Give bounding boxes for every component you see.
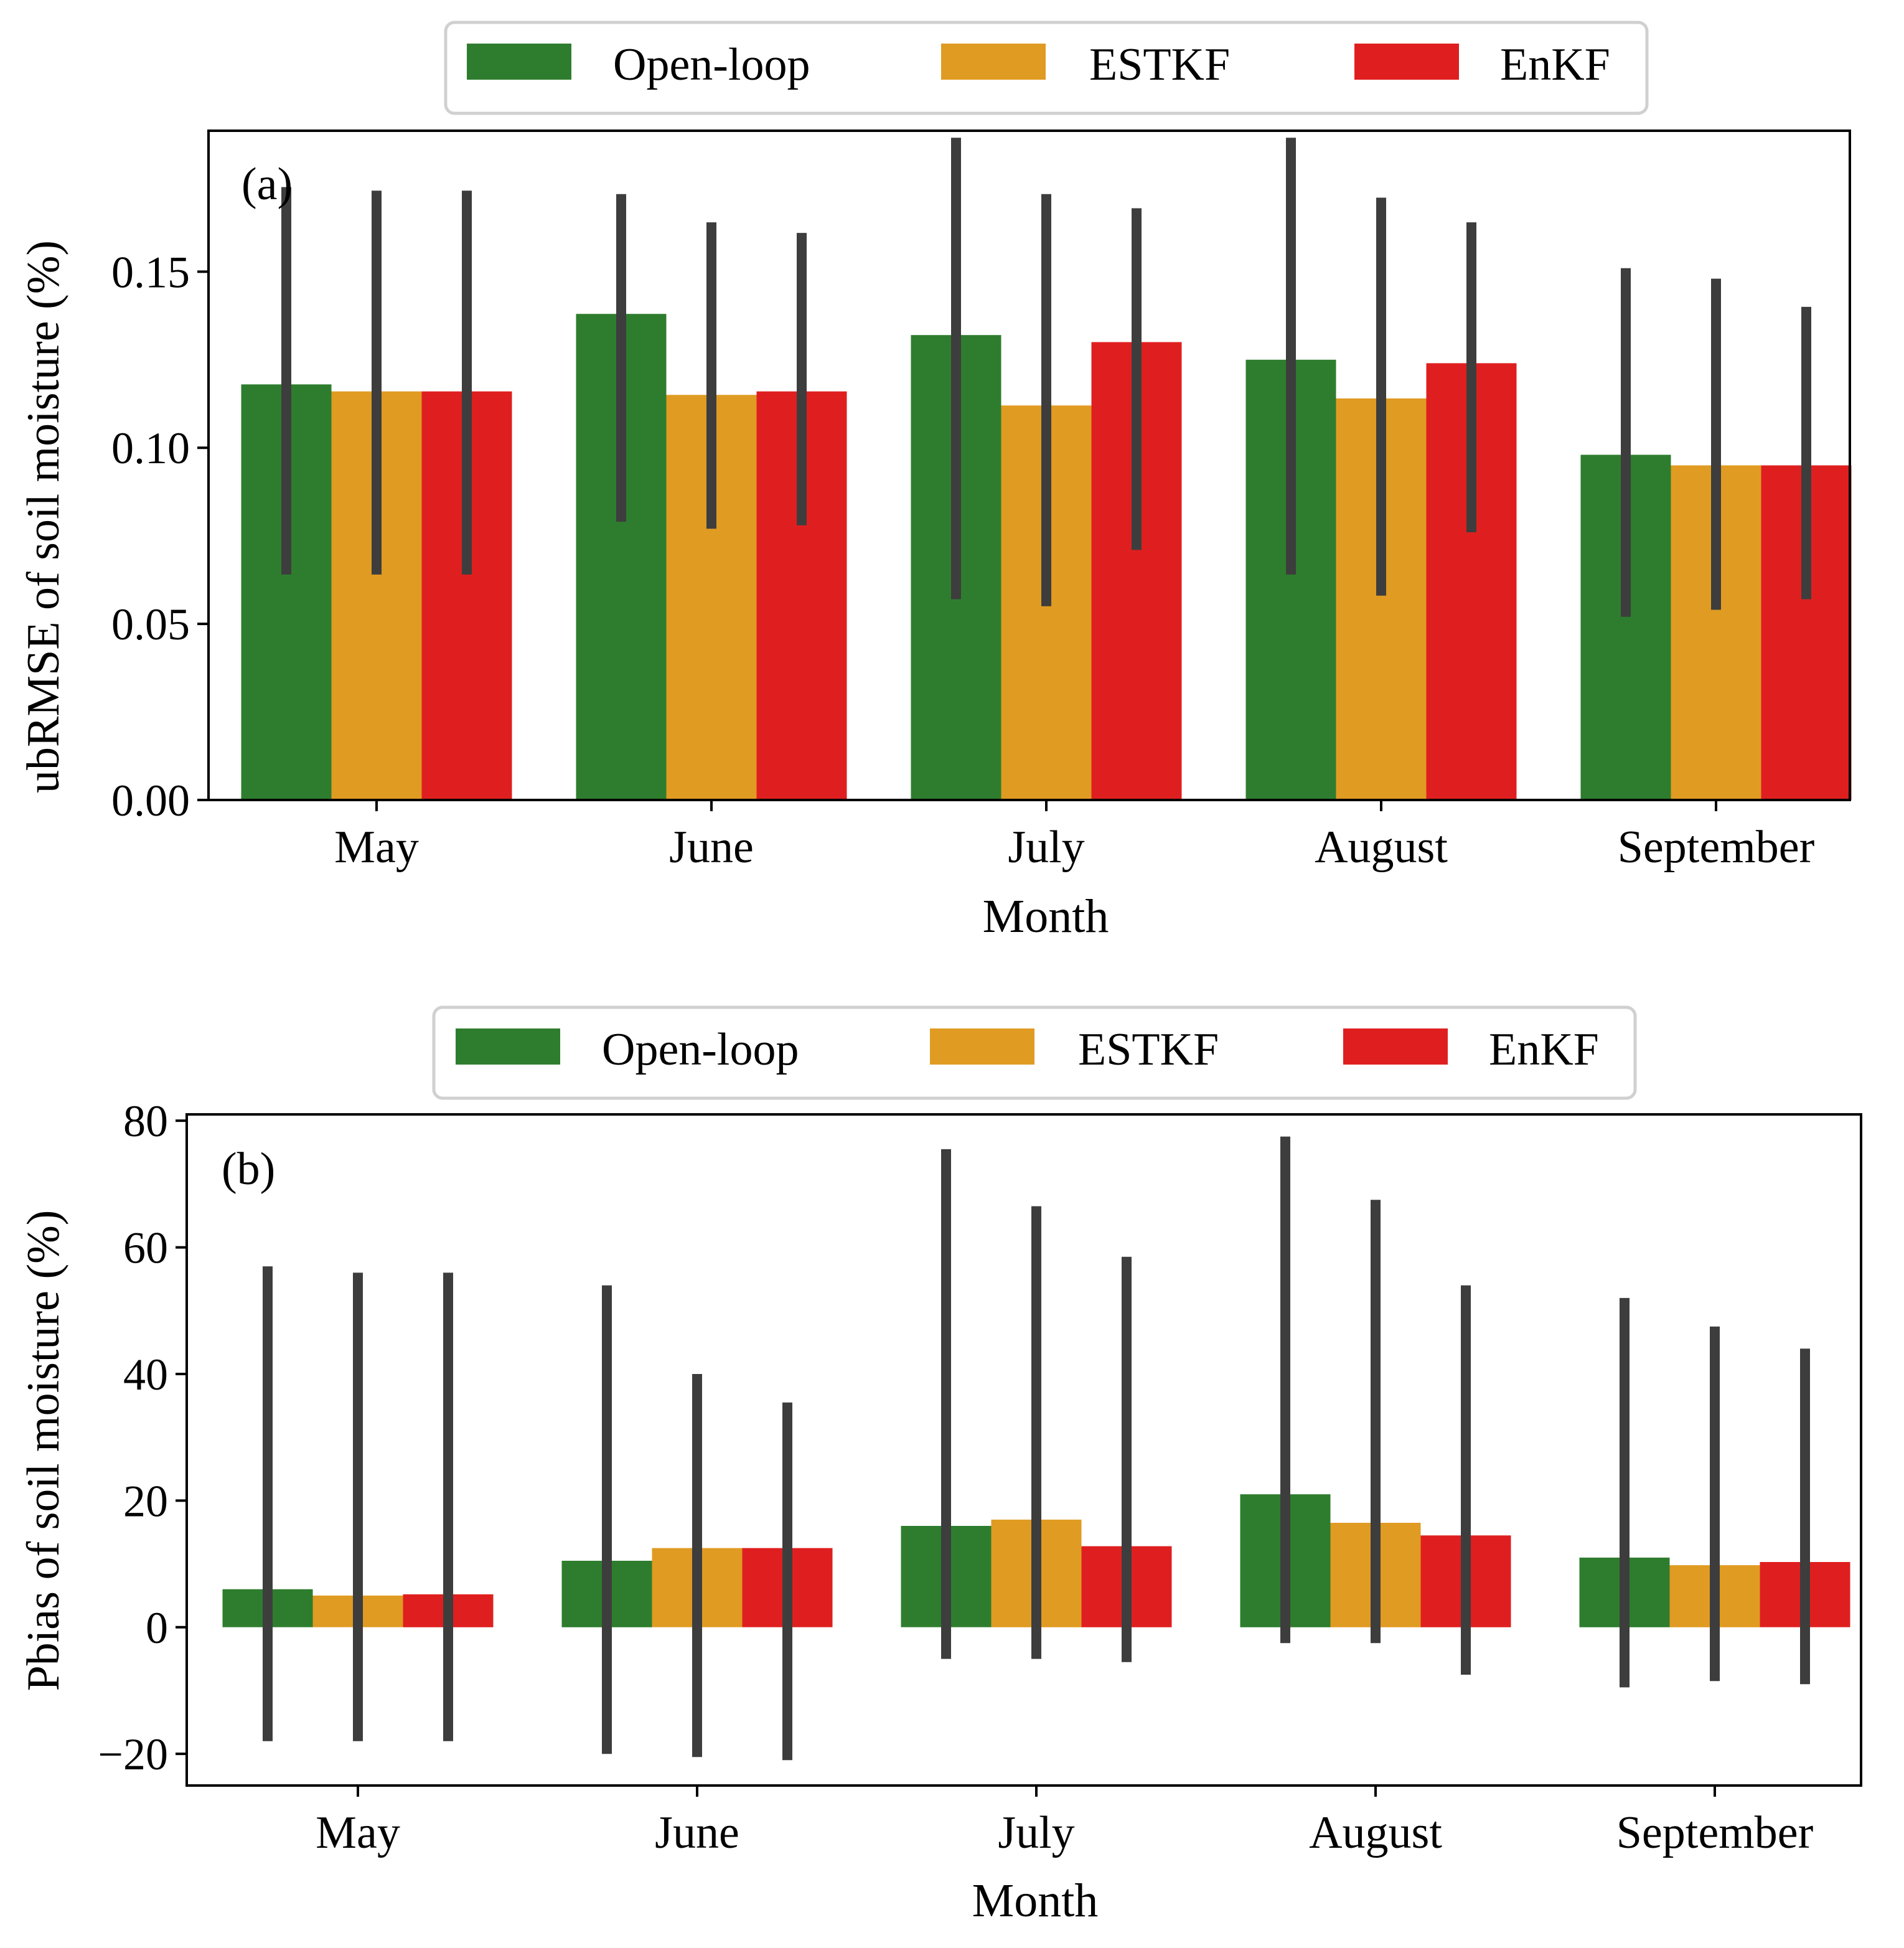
- axes-frame-a: [207, 129, 1851, 801]
- panel-label-a: (a): [242, 159, 293, 210]
- y-tick-label-3-a: 0.15: [111, 247, 190, 297]
- plot-area-b: −20 0 20 40 60 80 May June July August September: [98, 1096, 1862, 1858]
- x-tick-label-june-a: June: [669, 822, 754, 873]
- x-tick-label-july-a: July: [1008, 822, 1084, 873]
- y-tick-label-4-b: 60: [123, 1223, 168, 1273]
- x-tick-label-august-b: August: [1309, 1807, 1442, 1858]
- x-tick-label-june-b: June: [655, 1807, 739, 1858]
- legend-swatch-estkf-b: [930, 1028, 1034, 1065]
- y-tick-label-0-a: 0.00: [111, 776, 190, 826]
- x-tick-label-july-b: July: [998, 1807, 1074, 1858]
- x-tick-label-august-a: August: [1315, 822, 1448, 873]
- y-tick-label-5-b: 80: [123, 1096, 168, 1146]
- y-tick-label-3-b: 40: [123, 1350, 168, 1400]
- y-tick-label-0-b: −20: [98, 1729, 168, 1779]
- panel-label-b: (b): [222, 1144, 275, 1195]
- panel-b: Open-loop ESTKF EnKF −20 0 20 40 60 80 May June…: [18, 1005, 1862, 1927]
- legend-label-estkf-b: ESTKF: [1078, 1024, 1219, 1075]
- x-axis-label-b: Month: [972, 1875, 1099, 1927]
- panel-a: Open-loop ESTKF EnKF 0.00 0.05 0.10 0.15 May…: [18, 21, 1852, 943]
- legend-box-a: [444, 21, 1649, 115]
- x-tick-label-september-a: September: [1618, 822, 1814, 873]
- y-tick-label-1-a: 0.05: [111, 600, 190, 649]
- plot-area-a: 0.00 0.05 0.10 0.15 May June July August Septemb…: [111, 129, 1852, 873]
- legend-a: Open-loop ESTKF EnKF: [444, 21, 1649, 115]
- legend-label-open-loop-b: Open-loop: [602, 1024, 799, 1075]
- legend-swatch-enkf-a: [1354, 44, 1459, 80]
- y-axis-label-b: Pbias of soil moisture (%): [18, 1210, 69, 1692]
- x-tick-label-may-a: May: [334, 822, 419, 873]
- legend-label-estkf-a: ESTKF: [1089, 39, 1230, 90]
- legend-label-open-loop-a: Open-loop: [613, 39, 810, 90]
- legend-label-enkf-a: EnKF: [1500, 39, 1610, 90]
- x-tick-label-september-b: September: [1616, 1807, 1813, 1858]
- y-tick-label-2-a: 0.10: [111, 423, 190, 473]
- legend-label-enkf-b: EnKF: [1489, 1024, 1599, 1075]
- y-axis-label-a: ubRMSE of soil moisture (%): [18, 240, 69, 793]
- y-tick-label-2-b: 20: [123, 1476, 168, 1526]
- legend-swatch-open-loop-b: [456, 1028, 560, 1065]
- x-axis-label-a: Month: [983, 890, 1109, 943]
- legend-b: Open-loop ESTKF EnKF: [432, 1005, 1637, 1100]
- axes-frame-b: [185, 1113, 1862, 1787]
- legend-swatch-open-loop-a: [467, 44, 571, 80]
- y-tick-label-1-b: 0: [146, 1603, 168, 1653]
- x-tick-label-may-b: May: [316, 1807, 400, 1858]
- legend-swatch-enkf-b: [1343, 1028, 1448, 1065]
- legend-swatch-estkf-a: [941, 44, 1046, 80]
